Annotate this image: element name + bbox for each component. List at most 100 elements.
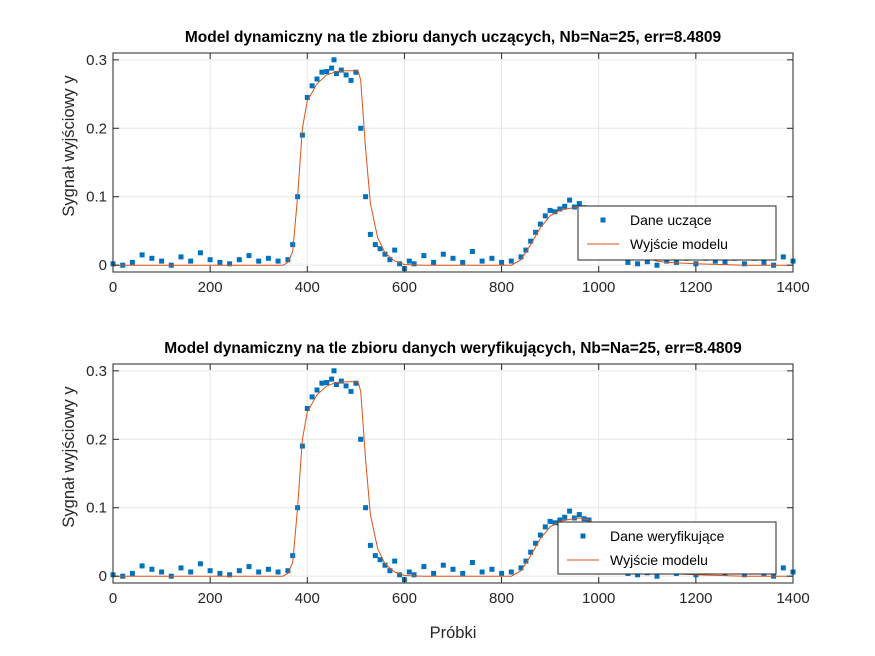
data-point (523, 558, 529, 564)
data-point (450, 566, 456, 572)
axes-box (112, 363, 794, 584)
data-point (377, 246, 383, 252)
data-point (265, 566, 271, 572)
chart-title: Model dynamiczny na tle zbioru danych uc… (185, 29, 722, 46)
data-point (547, 518, 553, 524)
data-point (382, 251, 388, 257)
y-tick-label: 0.2 (86, 120, 107, 137)
data-point (367, 542, 373, 548)
data-point (178, 565, 184, 571)
data-point (290, 242, 296, 248)
data-point (188, 258, 194, 264)
x-tick-label: 1000 (582, 590, 615, 607)
data-point (338, 67, 344, 73)
data-point (319, 69, 325, 75)
subplot-training: Model dynamiczny na tle zbioru danych uc… (60, 29, 810, 296)
data-point (406, 569, 412, 575)
x-tick-label: 0 (109, 279, 117, 296)
data-point (159, 569, 165, 575)
legend: Dane weryfikujące Wyjście modelu (557, 521, 777, 575)
data-point (314, 387, 320, 393)
data-point (197, 250, 203, 256)
y-tick-label: 0.2 (86, 431, 107, 448)
data-point (528, 549, 534, 555)
y-tick-label: 0 (99, 257, 107, 274)
legend-marker-swatch (580, 533, 586, 539)
data-point (236, 568, 242, 574)
data-point (275, 569, 281, 575)
data-point (552, 209, 558, 215)
data-point (780, 565, 786, 571)
data-point (387, 257, 393, 263)
data-point (552, 520, 558, 526)
data-point (382, 562, 388, 568)
data-point (440, 251, 446, 257)
data-point (411, 572, 417, 578)
data-point (562, 203, 568, 209)
data-point (348, 77, 354, 83)
data-point (285, 568, 291, 574)
data-point (285, 257, 291, 263)
x-tick-label: 1200 (679, 590, 712, 607)
y-axis-label: Sygnał wyjściowy y (60, 386, 78, 528)
legend: Dane uczące Wyjście modelu (577, 205, 777, 261)
data-point (489, 255, 495, 261)
data-point (159, 258, 165, 264)
data-point (460, 570, 466, 576)
data-point (331, 57, 337, 63)
data-point (319, 380, 325, 386)
data-point (309, 394, 315, 400)
data-point (358, 436, 364, 442)
data-point (508, 258, 514, 264)
y-tick-label: 0.3 (86, 363, 107, 380)
data-point (533, 540, 539, 546)
data-point (217, 259, 223, 265)
data-point (207, 568, 213, 574)
data-point (761, 259, 767, 265)
x-tick-label: 0 (109, 590, 117, 607)
data-point (343, 383, 349, 389)
data-point (654, 262, 660, 268)
x-tick-label: 1400 (776, 279, 809, 296)
data-point (431, 259, 437, 265)
data-point (343, 72, 349, 78)
x-axis-label: Próbki (430, 624, 477, 642)
data-point (236, 257, 242, 263)
data-point (129, 570, 135, 576)
data-point (246, 253, 252, 259)
data-point (518, 565, 524, 571)
data-point (440, 562, 446, 568)
y-tick-label: 0.1 (86, 189, 107, 206)
data-point (571, 204, 577, 210)
data-point (411, 261, 417, 267)
data-point (227, 572, 233, 578)
legend-label: Wyjście modelu (630, 236, 728, 252)
data-point (450, 255, 456, 261)
data-point (324, 69, 330, 74)
x-tick-label: 400 (295, 279, 320, 296)
data-point (139, 252, 145, 258)
data-point (479, 258, 485, 264)
y-tick-label: 0.3 (86, 52, 107, 69)
y-tick-label: 0 (99, 568, 107, 585)
data-point (499, 259, 505, 265)
axes-box (112, 52, 794, 273)
x-tick-label: 600 (392, 590, 417, 607)
data-point (576, 201, 582, 207)
x-tick-label: 1200 (679, 279, 712, 296)
data-point (567, 197, 573, 203)
data-point (518, 254, 524, 260)
data-point (149, 566, 155, 572)
data-point (246, 564, 252, 570)
data-point (392, 247, 398, 253)
legend-label: Wyjście modelu (610, 552, 708, 568)
x-tick-label: 800 (489, 279, 514, 296)
data-point (542, 524, 548, 530)
data-point (479, 569, 485, 575)
data-point (372, 553, 378, 559)
data-point (421, 564, 427, 570)
data-point (741, 572, 747, 578)
data-point (489, 566, 495, 572)
data-point (129, 259, 135, 265)
